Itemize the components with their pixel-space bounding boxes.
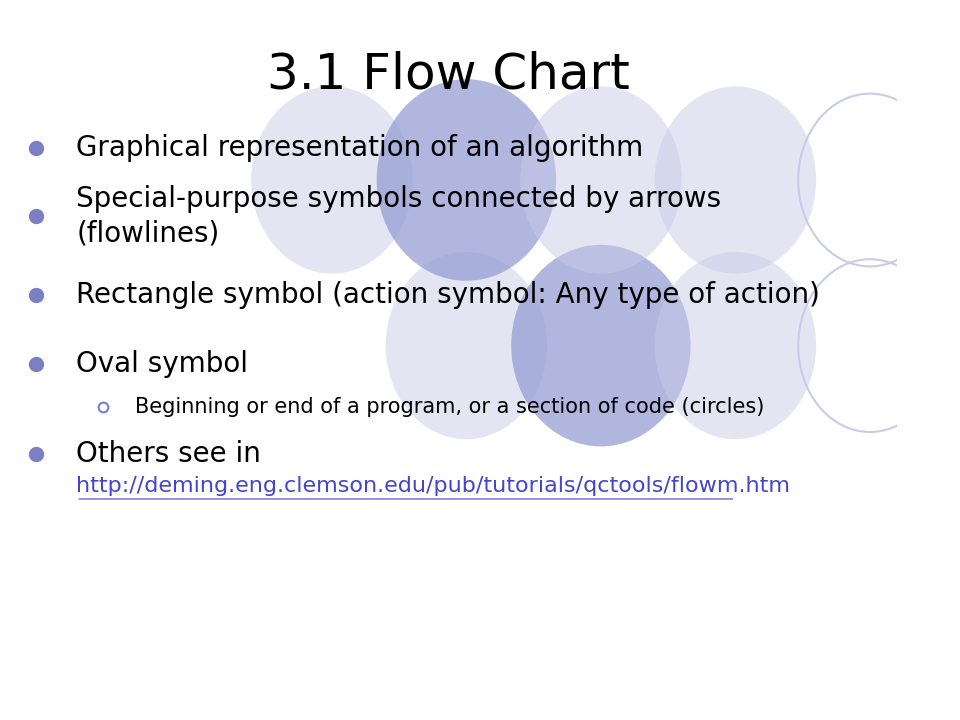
Ellipse shape — [655, 252, 816, 439]
Text: http://deming.eng.clemson.edu/pub/tutorials/qctools/flowm.htm: http://deming.eng.clemson.edu/pub/tutori… — [76, 476, 790, 496]
Text: 3.1 Flow Chart: 3.1 Flow Chart — [267, 50, 630, 99]
Text: Beginning or end of a program, or a section of code (circles): Beginning or end of a program, or a sect… — [134, 397, 764, 417]
Text: Rectangle symbol (action symbol: Any type of action): Rectangle symbol (action symbol: Any typ… — [76, 282, 820, 309]
Text: Graphical representation of an algorithm: Graphical representation of an algorithm — [76, 134, 643, 161]
Ellipse shape — [376, 79, 556, 281]
Ellipse shape — [520, 86, 682, 274]
Text: Special-purpose symbols connected by arrows
(flowlines): Special-purpose symbols connected by arr… — [76, 185, 721, 247]
Ellipse shape — [655, 86, 816, 274]
Ellipse shape — [386, 252, 547, 439]
Ellipse shape — [252, 86, 413, 274]
Text: Oval symbol: Oval symbol — [76, 350, 249, 377]
Text: Others see in: Others see in — [76, 440, 261, 467]
Ellipse shape — [512, 245, 690, 446]
